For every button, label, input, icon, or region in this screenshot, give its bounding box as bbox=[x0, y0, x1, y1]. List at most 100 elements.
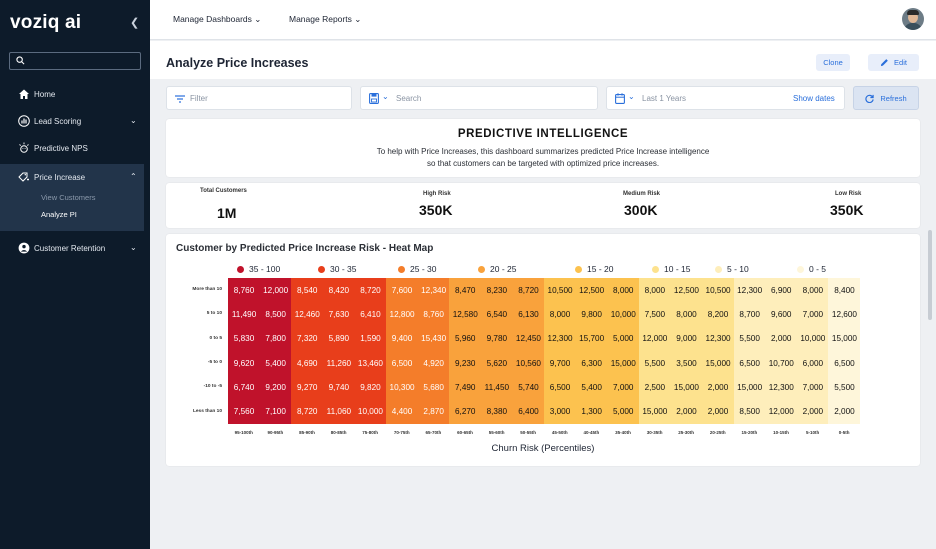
heatmap-cell[interactable]: 2,870 bbox=[417, 399, 450, 425]
heatmap-cell[interactable]: 8,000 bbox=[544, 302, 577, 328]
heatmap-cell[interactable]: 8,540 bbox=[291, 278, 324, 303]
heatmap-cell[interactable]: 12,600 bbox=[828, 302, 861, 328]
heatmap-cell[interactable]: 9,740 bbox=[322, 375, 355, 400]
heatmap-cell[interactable]: 12,450 bbox=[512, 326, 545, 352]
heatmap-cell[interactable]: 11,260 bbox=[322, 350, 355, 376]
sidebar-item-home[interactable]: Home bbox=[0, 81, 150, 107]
heatmap-cell[interactable]: 8,420 bbox=[322, 278, 355, 303]
heatmap-cell[interactable]: 6,300 bbox=[575, 350, 608, 376]
search-input[interactable]: ⌄ Search bbox=[360, 86, 598, 110]
heatmap-cell[interactable]: 10,500 bbox=[702, 278, 735, 303]
heatmap-cell[interactable]: 10,300 bbox=[386, 375, 419, 400]
heatmap-cell[interactable]: 2,000 bbox=[765, 326, 798, 352]
heatmap-cell[interactable]: 12,000 bbox=[259, 278, 292, 303]
heatmap-cell[interactable]: 2,000 bbox=[828, 399, 861, 425]
heatmap-cell[interactable]: 15,000 bbox=[638, 399, 671, 425]
heatmap-cell[interactable]: 10,000 bbox=[354, 399, 387, 425]
heatmap-cell[interactable]: 2,000 bbox=[670, 399, 703, 425]
date-range-picker[interactable]: ⌄ Last 1 Years Show dates bbox=[606, 86, 845, 110]
heatmap-cell[interactable]: 5,680 bbox=[417, 375, 450, 400]
heatmap-cell[interactable]: 12,340 bbox=[417, 278, 450, 303]
heatmap-cell[interactable]: 9,000 bbox=[670, 326, 703, 352]
sidebar-item-predictive-nps[interactable]: Predictive NPS bbox=[0, 135, 150, 161]
heatmap-cell[interactable]: 5,500 bbox=[638, 350, 671, 376]
heatmap-cell[interactable]: 9,780 bbox=[480, 326, 513, 352]
heatmap-cell[interactable]: 5,890 bbox=[322, 326, 355, 352]
heatmap-cell[interactable]: 12,460 bbox=[291, 302, 324, 328]
heatmap-cell[interactable]: 9,800 bbox=[575, 302, 608, 328]
heatmap-cell[interactable]: 7,320 bbox=[291, 326, 324, 352]
heatmap-cell[interactable]: 8,200 bbox=[702, 302, 735, 328]
scrollbar[interactable] bbox=[928, 230, 932, 320]
heatmap-cell[interactable]: 13,460 bbox=[354, 350, 387, 376]
heatmap-cell[interactable]: 7,000 bbox=[796, 375, 829, 400]
heatmap-cell[interactable]: 8,000 bbox=[796, 278, 829, 303]
heatmap-cell[interactable]: 4,400 bbox=[386, 399, 419, 425]
heatmap-cell[interactable]: 2,500 bbox=[638, 375, 671, 400]
heatmap-cell[interactable]: 12,580 bbox=[449, 302, 482, 328]
heatmap-cell[interactable]: 15,000 bbox=[702, 350, 735, 376]
heatmap-cell[interactable]: 5,000 bbox=[607, 326, 640, 352]
heatmap-cell[interactable]: 15,700 bbox=[575, 326, 608, 352]
heatmap-cell[interactable]: 8,720 bbox=[512, 278, 545, 303]
heatmap-cell[interactable]: 7,100 bbox=[259, 399, 292, 425]
heatmap-cell[interactable]: 8,000 bbox=[607, 278, 640, 303]
heatmap-cell[interactable]: 6,500 bbox=[386, 350, 419, 376]
heatmap-cell[interactable]: 5,500 bbox=[828, 375, 861, 400]
heatmap-cell[interactable]: 10,000 bbox=[796, 326, 829, 352]
heatmap-cell[interactable]: 10,500 bbox=[544, 278, 577, 303]
heatmap-cell[interactable]: 7,600 bbox=[386, 278, 419, 303]
edit-button[interactable]: Edit bbox=[868, 54, 919, 71]
heatmap-cell[interactable]: 2,000 bbox=[796, 399, 829, 425]
avatar[interactable] bbox=[902, 8, 924, 30]
heatmap-cell[interactable]: 15,430 bbox=[417, 326, 450, 352]
heatmap-cell[interactable]: 12,500 bbox=[575, 278, 608, 303]
heatmap-cell[interactable]: 8,720 bbox=[291, 399, 324, 425]
heatmap-cell[interactable]: 12,000 bbox=[638, 326, 671, 352]
heatmap-cell[interactable]: 6,500 bbox=[733, 350, 766, 376]
heatmap-cell[interactable]: 6,740 bbox=[228, 375, 261, 400]
heatmap-cell[interactable]: 10,000 bbox=[607, 302, 640, 328]
clone-button[interactable]: Clone bbox=[816, 54, 850, 71]
heatmap-cell[interactable]: 3,500 bbox=[670, 350, 703, 376]
heatmap-cell[interactable]: 7,800 bbox=[259, 326, 292, 352]
heatmap-cell[interactable]: 2,000 bbox=[702, 375, 735, 400]
heatmap-cell[interactable]: 8,000 bbox=[670, 302, 703, 328]
heatmap-cell[interactable]: 5,740 bbox=[512, 375, 545, 400]
heatmap-cell[interactable]: 9,200 bbox=[259, 375, 292, 400]
collapse-sidebar-icon[interactable]: ❮ bbox=[130, 17, 140, 29]
heatmap-cell[interactable]: 6,130 bbox=[512, 302, 545, 328]
heatmap-cell[interactable]: 6,400 bbox=[512, 399, 545, 425]
heatmap-cell[interactable]: 12,000 bbox=[765, 399, 798, 425]
heatmap-cell[interactable]: 4,690 bbox=[291, 350, 324, 376]
heatmap-cell[interactable]: 5,960 bbox=[449, 326, 482, 352]
sidebar-item-lead-scoring[interactable]: Lead Scoring ⌄ bbox=[0, 108, 150, 134]
heatmap-cell[interactable]: 12,300 bbox=[733, 278, 766, 303]
manage-dashboards-menu[interactable]: Manage Dashboards ⌄ bbox=[173, 14, 261, 25]
heatmap-cell[interactable]: 15,000 bbox=[828, 326, 861, 352]
heatmap-cell[interactable]: 10,700 bbox=[765, 350, 798, 376]
heatmap-cell[interactable]: 7,000 bbox=[607, 375, 640, 400]
heatmap-cell[interactable]: 9,820 bbox=[354, 375, 387, 400]
heatmap-cell[interactable]: 8,760 bbox=[417, 302, 450, 328]
heatmap-cell[interactable]: 7,490 bbox=[449, 375, 482, 400]
heatmap-cell[interactable]: 9,700 bbox=[544, 350, 577, 376]
heatmap-cell[interactable]: 12,300 bbox=[765, 375, 798, 400]
heatmap-cell[interactable]: 12,300 bbox=[544, 326, 577, 352]
heatmap-cell[interactable]: 15,000 bbox=[607, 350, 640, 376]
heatmap-cell[interactable]: 12,800 bbox=[386, 302, 419, 328]
heatmap-cell[interactable]: 6,410 bbox=[354, 302, 387, 328]
heatmap-cell[interactable]: 8,400 bbox=[828, 278, 861, 303]
heatmap-cell[interactable]: 9,620 bbox=[228, 350, 261, 376]
refresh-button[interactable]: Refresh bbox=[853, 86, 919, 110]
heatmap-cell[interactable]: 6,000 bbox=[796, 350, 829, 376]
heatmap-cell[interactable]: 8,760 bbox=[228, 278, 261, 303]
heatmap-cell[interactable]: 5,400 bbox=[575, 375, 608, 400]
heatmap-cell[interactable]: 5,400 bbox=[259, 350, 292, 376]
heatmap-cell[interactable]: 1,300 bbox=[575, 399, 608, 425]
heatmap-cell[interactable]: 8,380 bbox=[480, 399, 513, 425]
heatmap-cell[interactable]: 5,000 bbox=[607, 399, 640, 425]
heatmap-cell[interactable]: 15,000 bbox=[733, 375, 766, 400]
heatmap-cell[interactable]: 5,830 bbox=[228, 326, 261, 352]
heatmap-cell[interactable]: 9,230 bbox=[449, 350, 482, 376]
